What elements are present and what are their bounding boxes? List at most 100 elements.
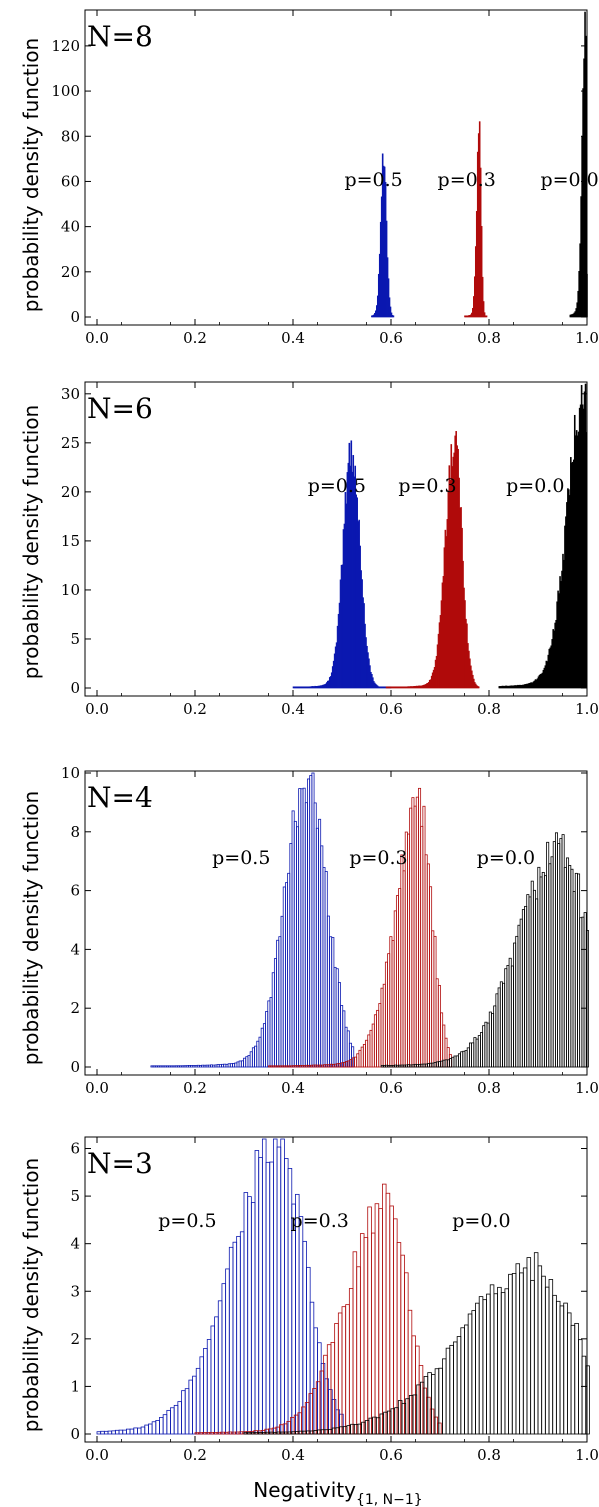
bar (331, 1427, 337, 1435)
y-tick-label: 100 (51, 82, 80, 100)
bar (302, 1240, 307, 1435)
series-label: p=0.5 (344, 169, 402, 191)
x-tick-label: 0.0 (85, 1079, 109, 1097)
bar (378, 1208, 383, 1435)
bar (464, 1324, 469, 1435)
bar (151, 1421, 157, 1435)
bar (412, 1394, 418, 1435)
x-axis-label-main: Negativity (253, 1478, 356, 1502)
bar (515, 1263, 521, 1435)
bar (247, 1196, 252, 1435)
bar (364, 1420, 370, 1435)
bar (423, 1376, 429, 1435)
x-tick-label: 1.0 (575, 1446, 599, 1464)
bar (206, 1339, 212, 1435)
bar (155, 1420, 160, 1435)
y-tick-label: 20 (61, 263, 80, 281)
y-tick-label: 5 (70, 630, 80, 648)
bar (341, 1306, 347, 1435)
bar (304, 1402, 310, 1435)
histogram-p-0-5 (96, 1138, 344, 1435)
bar (269, 1161, 274, 1435)
bar (254, 1150, 260, 1435)
bar (320, 1429, 326, 1435)
bar (386, 1410, 392, 1435)
bar (389, 1205, 394, 1435)
y-tick-label: 0 (70, 1425, 80, 1443)
y-tick-label: 10 (61, 581, 80, 599)
x-tick-label: 1.0 (575, 700, 599, 718)
bar (353, 1424, 359, 1435)
plot-frame (84, 9, 588, 326)
bar (408, 1395, 414, 1435)
bar (312, 1388, 317, 1435)
bar (209, 1431, 214, 1435)
bar (306, 1430, 311, 1435)
bar (284, 1431, 289, 1435)
bar (308, 1393, 314, 1435)
bar (456, 1336, 462, 1435)
bar (559, 1305, 565, 1435)
bar (445, 1347, 451, 1435)
x-tick-label: 0.8 (477, 1446, 501, 1464)
bar (361, 1421, 366, 1435)
bar (519, 1272, 524, 1435)
bar (397, 1400, 403, 1435)
bar (170, 1407, 175, 1435)
bar (126, 1428, 131, 1435)
x-axis-label-subscript: {1, N−1} (356, 1492, 423, 1507)
y-tick-label: 25 (61, 434, 80, 452)
bar (291, 1203, 296, 1435)
y-tick-label: 20 (61, 483, 80, 501)
panel-label: N=8 (87, 20, 153, 53)
bar (111, 1430, 116, 1435)
y-tick-label: 1 (70, 1377, 80, 1395)
panel-n3: 0.0 0.2 0.4 0.6 0.8 1.0 0 1 2 3 4 5 6 probability den… (19, 1136, 599, 1464)
series-label: p=0.0 (540, 169, 598, 191)
bar (544, 1286, 550, 1435)
bar (350, 1423, 355, 1435)
bar (328, 1428, 333, 1435)
y-tick-label: 0 (70, 308, 80, 326)
bar (287, 1168, 293, 1435)
bar (214, 1316, 219, 1435)
bar (137, 1427, 142, 1435)
bar (195, 1367, 201, 1435)
bar (227, 1431, 233, 1435)
bar (280, 1431, 285, 1435)
x-tick-label: 0.4 (281, 1446, 305, 1464)
x-axis-label: Negativity{1, N−1} (253, 1478, 422, 1507)
bar (309, 1301, 315, 1435)
bar (533, 1252, 539, 1435)
x-tick-label: 0.0 (85, 1446, 109, 1464)
bar (530, 1279, 535, 1435)
y-tick-label: 2 (70, 1330, 80, 1348)
x-tick-label: 0.4 (281, 1079, 305, 1097)
bar (272, 1138, 278, 1435)
x-tick-label: 0.6 (379, 329, 403, 347)
bar (504, 1288, 509, 1435)
bar (460, 1327, 465, 1435)
bar (471, 1310, 476, 1435)
bar (236, 1235, 241, 1435)
y-tick-label: 80 (61, 127, 80, 145)
bar (324, 1378, 329, 1435)
x-tick-label: 1.0 (575, 1079, 599, 1097)
x-tick-label: 0.4 (281, 329, 305, 347)
bar (401, 1402, 407, 1435)
bar (390, 1408, 396, 1435)
bar (315, 1381, 321, 1435)
y-tick-label: 10 (61, 764, 80, 782)
bar (225, 1268, 230, 1435)
bar (511, 1273, 517, 1435)
bar (223, 1431, 229, 1435)
bar (306, 1266, 311, 1435)
y-tick-label: 8 (70, 823, 80, 841)
bar (334, 1323, 339, 1435)
bar (298, 1430, 304, 1435)
bar (555, 1300, 561, 1435)
bar (220, 1431, 225, 1435)
bar (272, 1431, 278, 1435)
bar (482, 1299, 487, 1435)
y-tick-label: 15 (61, 532, 80, 550)
